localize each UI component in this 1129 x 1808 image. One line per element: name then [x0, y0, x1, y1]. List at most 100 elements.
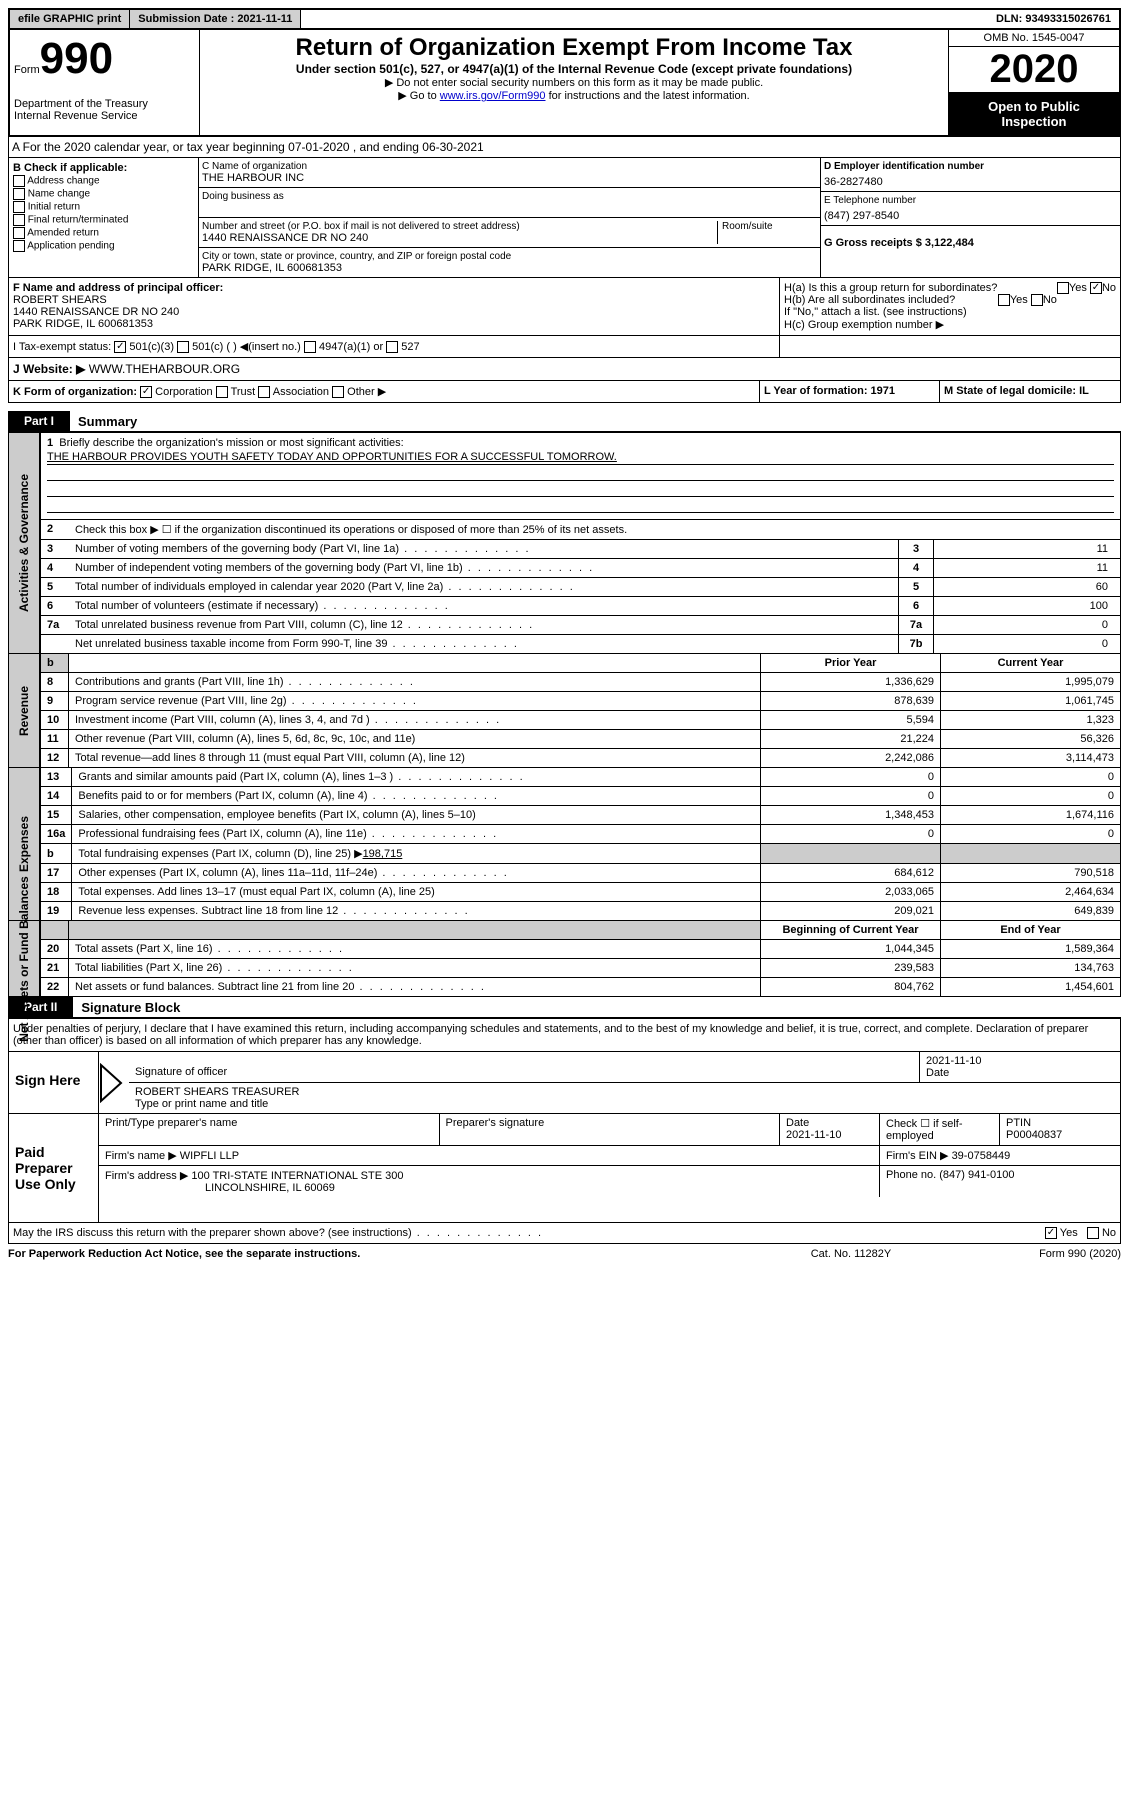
room-label: Room/suite	[722, 221, 817, 232]
cb-501c3[interactable]: ✓	[114, 341, 126, 353]
l14-curr: 0	[941, 787, 1121, 806]
cb-corp[interactable]: ✓	[140, 386, 152, 398]
checkbox-app-pending[interactable]	[13, 240, 25, 252]
ha-no[interactable]: ✓	[1090, 282, 1102, 294]
part1-tab: Part I	[8, 411, 70, 431]
cb-other[interactable]	[332, 386, 344, 398]
line16a: Professional fundraising fees (Part IX, …	[72, 825, 761, 844]
org-name-label: C Name of organization	[202, 161, 817, 172]
form-subtitle: Under section 501(c), 527, or 4947(a)(1)…	[204, 62, 944, 76]
sig-name-label: Type or print name and title	[135, 1098, 1114, 1110]
prep-date: 2021-11-10	[786, 1129, 873, 1141]
prep-check-label: Check ☐ if self-employed	[886, 1117, 993, 1142]
l17-curr: 790,518	[941, 864, 1121, 883]
cb-assoc[interactable]	[258, 386, 270, 398]
checkbox-amended[interactable]	[13, 227, 25, 239]
discuss-question: May the IRS discuss this return with the…	[13, 1227, 543, 1239]
hb-no[interactable]	[1031, 294, 1043, 306]
irs-link[interactable]: www.irs.gov/Form990	[440, 90, 546, 102]
ein-value: 36-2827480	[824, 176, 1117, 188]
line21: Total liabilities (Part X, line 26)	[69, 959, 761, 978]
l8-prior: 1,336,629	[761, 673, 941, 692]
firm-phone: (847) 941-0100	[939, 1169, 1014, 1181]
checkbox-name-change[interactable]	[13, 188, 25, 200]
phone-value: (847) 297-8540	[824, 210, 1117, 222]
l18-prior: 2,033,065	[761, 883, 941, 902]
prep-date-label: Date	[786, 1117, 873, 1129]
l16a-prior: 0	[761, 825, 941, 844]
firm-addr-label: Firm's address ▶	[105, 1170, 188, 1182]
row-a-tax-year: A For the 2020 calendar year, or tax yea…	[8, 137, 1121, 158]
hb-yes[interactable]	[998, 294, 1010, 306]
l17-prior: 684,612	[761, 864, 941, 883]
l12-prior: 2,242,086	[761, 749, 941, 768]
side-net-assets: Net Assets or Fund Balances	[8, 921, 40, 997]
inspection-badge: Open to Public Inspection	[949, 93, 1119, 135]
l10-curr: 1,323	[941, 711, 1121, 730]
firm-name: WIPFLI LLP	[180, 1150, 239, 1162]
hdr-prior: Prior Year	[761, 654, 941, 673]
form-number: 990	[40, 34, 113, 83]
line5: Total number of individuals employed in …	[75, 581, 898, 593]
checkbox-initial-return[interactable]	[13, 201, 25, 213]
l20-end: 1,589,364	[941, 940, 1121, 959]
line9: Program service revenue (Part VIII, line…	[69, 692, 761, 711]
l13-prior: 0	[761, 768, 941, 787]
efile-print-button[interactable]: efile GRAPHIC print	[10, 10, 130, 28]
line22: Net assets or fund balances. Subtract li…	[69, 978, 761, 997]
arrow-icon	[99, 1052, 129, 1113]
city-label: City or town, state or province, country…	[202, 251, 817, 262]
sig-officer-label: Signature of officer	[135, 1066, 913, 1078]
line16b: Total fundraising expenses (Part IX, col…	[78, 848, 362, 860]
cb-501c[interactable]	[177, 341, 189, 353]
cb-4947[interactable]	[304, 341, 316, 353]
dln-label: DLN: 93493315026761	[988, 10, 1119, 28]
dba-label: Doing business as	[202, 191, 817, 202]
line2: Check this box ▶ ☐ if the organization d…	[75, 523, 1114, 536]
l19-curr: 649,839	[941, 902, 1121, 921]
firm-name-label: Firm's name ▶	[105, 1150, 177, 1162]
line17: Other expenses (Part IX, column (A), lin…	[72, 864, 761, 883]
l21-beg: 239,583	[761, 959, 941, 978]
l19-prior: 209,021	[761, 902, 941, 921]
discuss-yes[interactable]: ✓	[1045, 1227, 1057, 1239]
year-formation: L Year of formation: 1971	[760, 381, 940, 402]
line7b-val: 0	[934, 638, 1114, 650]
paperwork-notice: For Paperwork Reduction Act Notice, see …	[8, 1248, 761, 1260]
line13: Grants and similar amounts paid (Part IX…	[72, 768, 761, 787]
city-value: PARK RIDGE, IL 600681353	[202, 262, 817, 274]
discuss-no[interactable]	[1087, 1227, 1099, 1239]
sig-name: ROBERT SHEARS TREASURER	[135, 1086, 1114, 1098]
form-org-label: K Form of organization:	[13, 386, 137, 398]
l16a-curr: 0	[941, 825, 1121, 844]
l21-end: 134,763	[941, 959, 1121, 978]
submission-date: Submission Date : 2021-11-11	[130, 10, 301, 28]
form-ref: Form 990 (2020)	[941, 1248, 1121, 1260]
checkbox-address-change[interactable]	[13, 175, 25, 187]
cb-527[interactable]	[386, 341, 398, 353]
l11-curr: 56,326	[941, 730, 1121, 749]
line3: Number of voting members of the governin…	[75, 543, 898, 555]
side-governance: Activities & Governance	[8, 433, 40, 654]
mission-label: Briefly describe the organization's miss…	[59, 437, 403, 449]
checkbox-final-return[interactable]	[13, 214, 25, 226]
l8-curr: 1,995,079	[941, 673, 1121, 692]
ha-yes[interactable]	[1057, 282, 1069, 294]
line19: Revenue less expenses. Subtract line 18 …	[72, 902, 761, 921]
line4-val: 11	[934, 562, 1114, 574]
hdr-end: End of Year	[941, 921, 1121, 940]
line8: Contributions and grants (Part VIII, lin…	[69, 673, 761, 692]
col-b-title: B Check if applicable:	[13, 162, 194, 174]
cb-trust[interactable]	[216, 386, 228, 398]
firm-ein: 39-0758449	[952, 1150, 1011, 1162]
line4: Number of independent voting members of …	[75, 562, 898, 574]
hb-note: If "No," attach a list. (see instruction…	[784, 306, 1116, 318]
sig-date-label: Date	[926, 1067, 1114, 1079]
officer-addr1: 1440 RENAISSANCE DR NO 240	[13, 306, 775, 318]
dept-treasury: Department of the Treasury	[14, 98, 195, 110]
l22-beg: 804,762	[761, 978, 941, 997]
street-address: 1440 RENAISSANCE DR NO 240	[202, 232, 717, 244]
gross-receipts: G Gross receipts $ 3,122,484	[824, 237, 1117, 249]
l16b-val: 198,715	[363, 848, 403, 860]
officer-name: ROBERT SHEARS	[13, 294, 775, 306]
